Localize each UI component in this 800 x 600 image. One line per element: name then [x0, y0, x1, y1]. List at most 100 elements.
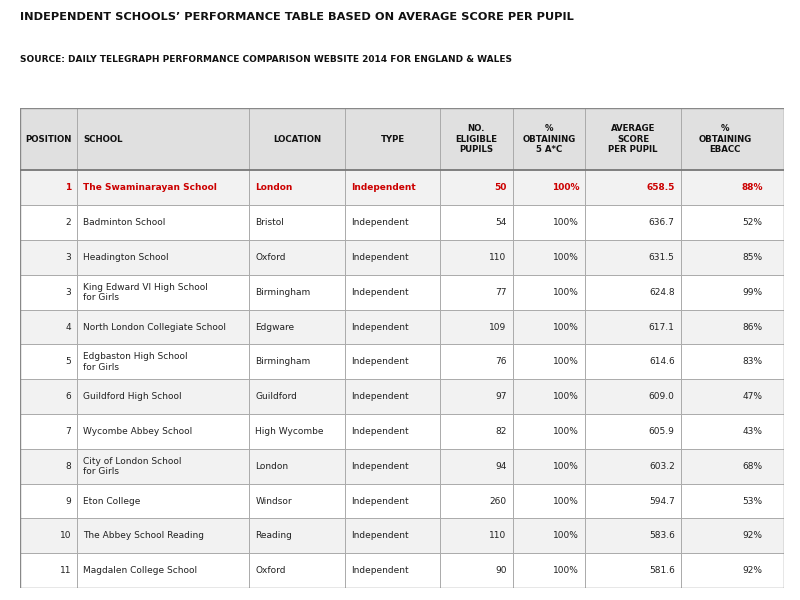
Text: Magdalen College School: Magdalen College School: [83, 566, 198, 575]
Text: 1: 1: [65, 184, 71, 193]
Text: 9: 9: [66, 497, 71, 505]
Bar: [20, 414, 784, 449]
Text: 3: 3: [66, 288, 71, 297]
Text: 52%: 52%: [742, 218, 762, 227]
Text: 90: 90: [495, 566, 506, 575]
Text: 7: 7: [66, 427, 71, 436]
Text: 581.6: 581.6: [649, 566, 674, 575]
Text: 624.8: 624.8: [649, 288, 674, 297]
Text: 100%: 100%: [554, 358, 579, 366]
Text: 97: 97: [495, 392, 506, 401]
Text: 100%: 100%: [554, 288, 579, 297]
Text: 54: 54: [495, 218, 506, 227]
Text: 4: 4: [66, 323, 71, 331]
Text: 68%: 68%: [742, 462, 762, 470]
Text: Independent: Independent: [351, 358, 409, 366]
Text: Edgware: Edgware: [255, 323, 294, 331]
Text: Badminton School: Badminton School: [83, 218, 166, 227]
Text: Windsor: Windsor: [255, 497, 292, 505]
Text: 43%: 43%: [742, 427, 762, 436]
Bar: [20, 379, 784, 414]
Text: 82: 82: [495, 427, 506, 436]
Bar: [20, 518, 784, 553]
Text: 94: 94: [495, 462, 506, 470]
Text: Independent: Independent: [351, 532, 409, 540]
Text: Wycombe Abbey School: Wycombe Abbey School: [83, 427, 193, 436]
Text: %
OBTAINING
5 A*C: % OBTAINING 5 A*C: [522, 124, 576, 154]
Text: AVERAGE
SCORE
PER PUPIL: AVERAGE SCORE PER PUPIL: [608, 124, 658, 154]
Text: Independent: Independent: [351, 218, 409, 227]
Text: 594.7: 594.7: [649, 497, 674, 505]
Text: Bristol: Bristol: [255, 218, 284, 227]
Text: 85%: 85%: [742, 253, 762, 262]
Text: 3: 3: [66, 253, 71, 262]
Text: %
OBTAINING
EBACC: % OBTAINING EBACC: [698, 124, 751, 154]
Bar: [20, 310, 784, 344]
Bar: [20, 275, 784, 310]
Text: Independent: Independent: [351, 253, 409, 262]
Bar: [20, 240, 784, 275]
Text: Independent: Independent: [351, 392, 409, 401]
Text: London: London: [255, 462, 289, 470]
Text: King Edward VI High School
for Girls: King Edward VI High School for Girls: [83, 283, 208, 302]
Text: SOURCE: DAILY TELEGRAPH PERFORMANCE COMPARISON WEBSITE 2014 FOR ENGLAND & WALES: SOURCE: DAILY TELEGRAPH PERFORMANCE COMP…: [20, 55, 512, 64]
Text: Independent: Independent: [351, 427, 409, 436]
Bar: [20, 484, 784, 518]
Text: 76: 76: [495, 358, 506, 366]
Bar: [20, 108, 784, 170]
Text: Independent: Independent: [351, 462, 409, 470]
Text: 605.9: 605.9: [649, 427, 674, 436]
Text: 99%: 99%: [742, 288, 762, 297]
Text: Reading: Reading: [255, 532, 292, 540]
Text: 100%: 100%: [554, 427, 579, 436]
Text: 100%: 100%: [554, 218, 579, 227]
Text: SCHOOL: SCHOOL: [83, 135, 123, 144]
Text: 53%: 53%: [742, 497, 762, 505]
Text: Oxford: Oxford: [255, 253, 286, 262]
Text: 636.7: 636.7: [649, 218, 674, 227]
Text: City of London School
for Girls: City of London School for Girls: [83, 457, 182, 476]
Text: Independent: Independent: [351, 184, 415, 193]
Text: 100%: 100%: [554, 497, 579, 505]
Text: 10: 10: [60, 532, 71, 540]
Text: Independent: Independent: [351, 323, 409, 331]
Bar: [20, 449, 784, 484]
Text: Independent: Independent: [351, 288, 409, 297]
Text: 603.2: 603.2: [649, 462, 674, 470]
Text: 109: 109: [490, 323, 506, 331]
Text: London: London: [255, 184, 293, 193]
Text: 47%: 47%: [742, 392, 762, 401]
Text: 100%: 100%: [554, 392, 579, 401]
Text: 110: 110: [490, 253, 506, 262]
Text: The Swaminarayan School: The Swaminarayan School: [83, 184, 218, 193]
Text: 100%: 100%: [554, 462, 579, 470]
Text: 100%: 100%: [554, 532, 579, 540]
Text: INDEPENDENT SCHOOLS’ PERFORMANCE TABLE BASED ON AVERAGE SCORE PER PUPIL: INDEPENDENT SCHOOLS’ PERFORMANCE TABLE B…: [20, 12, 574, 22]
Text: 88%: 88%: [741, 184, 762, 193]
Text: 609.0: 609.0: [649, 392, 674, 401]
Text: Guildford High School: Guildford High School: [83, 392, 182, 401]
Text: Birmingham: Birmingham: [255, 288, 310, 297]
Text: 617.1: 617.1: [649, 323, 674, 331]
Text: 658.5: 658.5: [646, 184, 674, 193]
Text: Independent: Independent: [351, 497, 409, 505]
Text: 8: 8: [66, 462, 71, 470]
Bar: [20, 205, 784, 240]
Text: High Wycombe: High Wycombe: [255, 427, 324, 436]
Text: 5: 5: [66, 358, 71, 366]
Text: 92%: 92%: [742, 566, 762, 575]
Text: LOCATION: LOCATION: [273, 135, 321, 144]
Text: 100%: 100%: [554, 566, 579, 575]
Text: 92%: 92%: [742, 532, 762, 540]
Text: NO.
ELIGIBLE
PUPILS: NO. ELIGIBLE PUPILS: [455, 124, 498, 154]
Text: 260: 260: [490, 497, 506, 505]
Text: TYPE: TYPE: [380, 135, 405, 144]
Text: Eton College: Eton College: [83, 497, 141, 505]
Text: 2: 2: [66, 218, 71, 227]
Bar: [20, 553, 784, 588]
Text: 83%: 83%: [742, 358, 762, 366]
Text: 631.5: 631.5: [649, 253, 674, 262]
Text: 11: 11: [60, 566, 71, 575]
Text: Oxford: Oxford: [255, 566, 286, 575]
Text: 77: 77: [495, 288, 506, 297]
